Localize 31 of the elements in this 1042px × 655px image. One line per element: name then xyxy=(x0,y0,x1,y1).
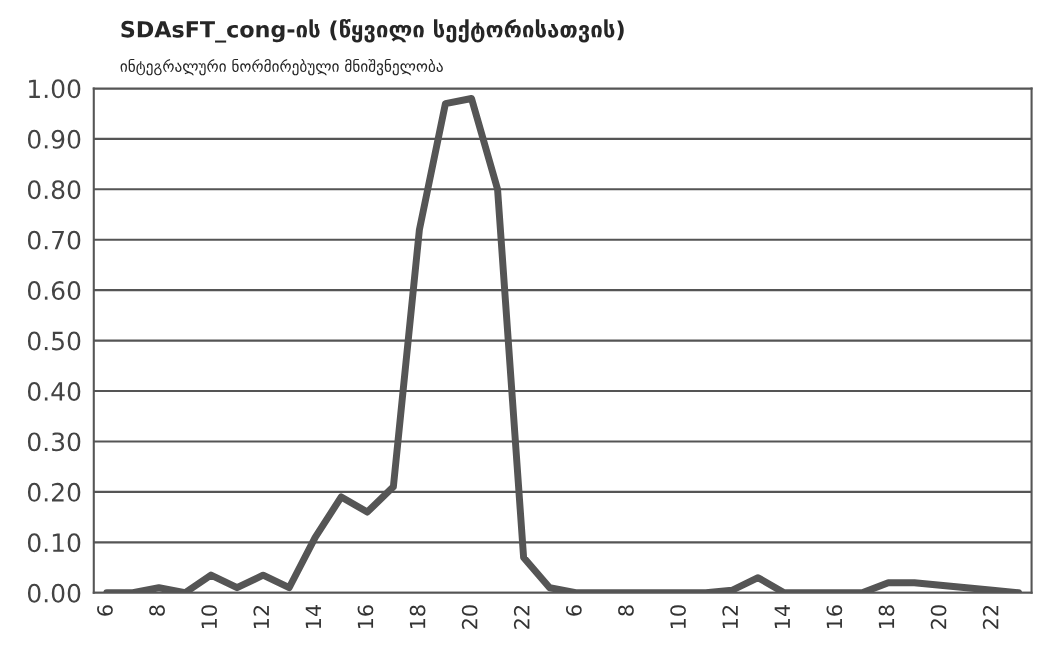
x-tick-label: 16 xyxy=(357,605,374,629)
y-tick-label: 0.90 xyxy=(27,129,81,149)
x-tick-label: 16 xyxy=(826,605,843,629)
y-tick-label: 0.00 xyxy=(27,583,81,603)
x-tick-label: 6 xyxy=(565,605,582,616)
y-tick-label: 0.30 xyxy=(27,432,81,452)
x-tick-label: 10 xyxy=(670,605,686,629)
x-tick-label: 12 xyxy=(722,605,738,629)
x-tick-label: 20 xyxy=(461,605,478,629)
y-tick-label: 0.60 xyxy=(27,281,81,301)
x-tick-label: 10 xyxy=(201,605,218,629)
x-tick-label: 8 xyxy=(618,605,634,616)
x-tick-label: 18 xyxy=(409,605,426,629)
y-tick-label: 0.50 xyxy=(27,331,81,351)
y-tick-label: 0.80 xyxy=(27,180,81,200)
x-tick-label: 8 xyxy=(149,605,165,616)
x-tick-label: 22 xyxy=(513,605,530,629)
x-tick-label: 22 xyxy=(982,605,999,629)
y-tick-label: 0.40 xyxy=(27,381,81,401)
x-tick-label: 14 xyxy=(305,605,321,629)
y-tick-label: 0.70 xyxy=(27,230,81,250)
x-tick-label: 18 xyxy=(878,605,895,629)
y-tick-label: 1.00 xyxy=(29,79,81,99)
x-tick-label: 12 xyxy=(253,605,269,629)
x-tick-label: 20 xyxy=(930,605,947,629)
y-tick-label: 0.10 xyxy=(27,533,81,553)
x-tick-label: 6 xyxy=(97,605,113,616)
x-tick-label: 14 xyxy=(774,605,790,629)
chart-title: SDAsFT_cong-ის (წყვილი სექტორისათვის) xyxy=(121,18,624,43)
y-tick-label: 0.20 xyxy=(27,482,81,502)
chart-subtitle: ინტეგრალური ნორმირებული მნიშვნელობა xyxy=(120,58,443,76)
